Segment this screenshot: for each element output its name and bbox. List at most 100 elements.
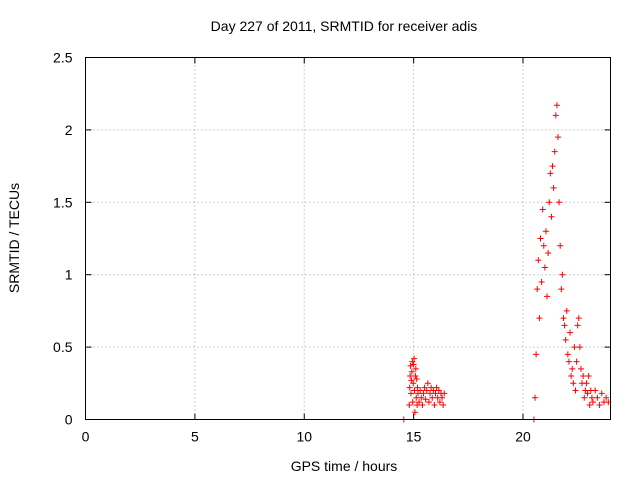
data-point bbox=[411, 387, 418, 394]
data-point bbox=[568, 373, 575, 380]
data-point bbox=[560, 315, 567, 322]
data-point bbox=[550, 184, 557, 191]
data-point bbox=[408, 390, 414, 397]
data-point bbox=[567, 329, 574, 336]
y-tick-label: 1 bbox=[65, 267, 73, 283]
plot-frame bbox=[85, 57, 611, 420]
data-points bbox=[400, 102, 612, 423]
data-point bbox=[563, 307, 570, 314]
data-point bbox=[533, 351, 540, 358]
data-point bbox=[432, 390, 439, 397]
data-point bbox=[575, 315, 582, 322]
data-point bbox=[441, 390, 448, 397]
data-point bbox=[409, 399, 416, 406]
data-point bbox=[564, 351, 571, 358]
data-point bbox=[594, 394, 601, 401]
y-tick-label: 0 bbox=[65, 412, 73, 428]
y-axis-label: SRMTID / TECUs bbox=[6, 183, 22, 293]
data-point bbox=[406, 384, 413, 391]
data-point bbox=[539, 206, 546, 213]
data-point bbox=[429, 394, 436, 401]
data-point bbox=[596, 402, 603, 409]
data-point bbox=[410, 361, 417, 368]
data-point bbox=[412, 365, 419, 372]
data-point bbox=[424, 380, 431, 387]
data-point bbox=[555, 134, 561, 141]
data-point bbox=[436, 399, 443, 406]
grid-lines bbox=[85, 57, 611, 420]
data-point bbox=[537, 235, 544, 242]
data-point bbox=[440, 402, 447, 409]
data-point bbox=[545, 249, 552, 256]
data-point bbox=[412, 373, 419, 380]
data-point bbox=[565, 358, 572, 365]
data-point bbox=[410, 380, 417, 387]
data-point bbox=[586, 402, 593, 409]
data-point bbox=[416, 399, 423, 406]
data-point bbox=[413, 394, 420, 401]
data-point bbox=[574, 322, 581, 329]
data-point bbox=[584, 390, 591, 397]
data-point bbox=[562, 336, 569, 343]
data-point bbox=[569, 365, 576, 372]
data-point bbox=[576, 344, 583, 351]
data-point bbox=[542, 228, 549, 235]
data-point bbox=[558, 286, 565, 293]
data-point bbox=[551, 148, 558, 155]
y-tick-label: 2.5 bbox=[53, 50, 73, 66]
data-point bbox=[408, 368, 415, 375]
x-tick-label: 5 bbox=[191, 429, 199, 445]
x-axis-label: GPS time / hours bbox=[291, 458, 398, 474]
data-point bbox=[427, 390, 434, 397]
data-point bbox=[422, 396, 429, 403]
data-point bbox=[546, 199, 553, 206]
data-point bbox=[583, 380, 590, 387]
data-point bbox=[598, 390, 605, 397]
axis-ticks: 0 5 10 15 20 0 0.5 1 1.5 2 2.5 bbox=[53, 50, 611, 445]
data-point bbox=[549, 163, 556, 170]
y-tick-label: 1.5 bbox=[53, 194, 73, 210]
data-point bbox=[414, 384, 421, 391]
data-point bbox=[547, 170, 554, 177]
data-point bbox=[585, 373, 592, 380]
data-point bbox=[406, 402, 413, 409]
data-point bbox=[413, 375, 420, 382]
data-point bbox=[588, 394, 595, 401]
data-point bbox=[561, 322, 568, 329]
data-point bbox=[439, 394, 446, 401]
x-tick-label: 10 bbox=[296, 429, 312, 445]
data-point bbox=[540, 242, 547, 249]
chart-title: Day 227 of 2011, SRMTID for receiver adi… bbox=[211, 18, 478, 34]
data-point bbox=[407, 373, 414, 380]
data-point bbox=[417, 387, 424, 394]
data-point bbox=[532, 394, 539, 401]
y-tick-label: 0.5 bbox=[53, 339, 73, 355]
data-point bbox=[557, 242, 564, 249]
data-point bbox=[544, 293, 551, 300]
data-point bbox=[571, 344, 578, 351]
data-point bbox=[541, 264, 548, 271]
data-point bbox=[418, 394, 425, 401]
data-point bbox=[420, 390, 427, 397]
data-point bbox=[581, 394, 588, 401]
data-point bbox=[407, 362, 414, 369]
data-point bbox=[570, 380, 577, 387]
data-point bbox=[425, 399, 432, 406]
data-point bbox=[573, 358, 580, 365]
data-point bbox=[535, 257, 542, 264]
data-point bbox=[553, 102, 560, 109]
data-point bbox=[556, 199, 563, 206]
data-point bbox=[419, 402, 426, 409]
data-point bbox=[592, 387, 599, 394]
x-tick-label: 0 bbox=[82, 429, 90, 445]
data-point bbox=[411, 409, 418, 416]
data-point bbox=[603, 394, 610, 401]
data-point bbox=[580, 373, 587, 380]
data-point bbox=[572, 387, 579, 394]
data-point bbox=[548, 213, 555, 220]
data-point bbox=[536, 315, 543, 322]
data-point bbox=[577, 365, 584, 372]
data-point bbox=[423, 387, 430, 394]
x-tick-label: 15 bbox=[406, 429, 422, 445]
